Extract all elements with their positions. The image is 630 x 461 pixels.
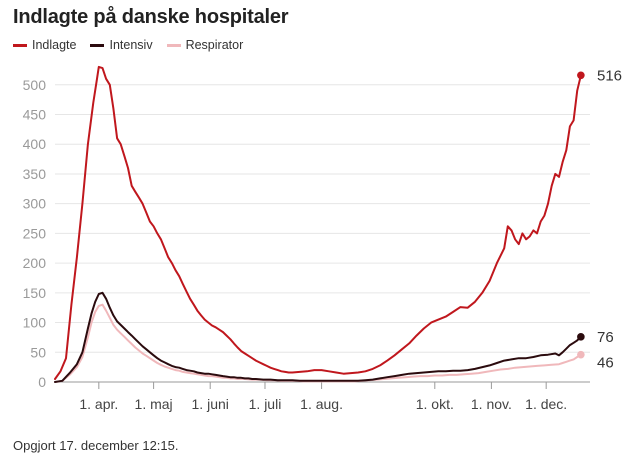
endpoint-label-intensiv: 76 (597, 329, 614, 346)
x-tick-label-0: 1. apr. (79, 396, 118, 412)
x-tick-label-7: 1. dec. (525, 396, 567, 412)
chart-title: Indlagte på danske hospitaler (13, 6, 289, 28)
legend-swatch-intensiv (90, 43, 105, 47)
legend-swatch-indlagte (13, 43, 27, 47)
legend-swatch-respirator (166, 43, 181, 47)
footnote: Opgjort 17. december 12:15. (13, 438, 179, 453)
y-tick-label-350: 350 (23, 166, 47, 182)
y-tick-label-200: 200 (23, 255, 47, 271)
endpoint-dot-intensiv (577, 333, 585, 341)
y-tick-label-50: 50 (30, 344, 46, 360)
line-chart: 0 50 100 150 200 250 300 350 400 450 500 1. apr. 1. … (23, 65, 622, 412)
endpoint-label-respirator: 46 (597, 355, 614, 372)
series-line-intensiv (54, 291, 582, 383)
y-tick-label-100: 100 (23, 315, 47, 331)
y-tick-label-150: 150 (23, 285, 47, 301)
y-tick-label-0: 0 (38, 374, 46, 390)
legend-label-respirator: Respirator (185, 38, 244, 52)
y-tick-label-400: 400 (23, 136, 47, 152)
y-tick-label-500: 500 (23, 77, 47, 93)
legend: Indlagte Intensiv Respirator (13, 38, 243, 52)
endpoint-dot-respirator (577, 350, 585, 359)
legend-item-intensiv: Intensiv (90, 38, 153, 52)
x-tick-label-6: 1. nov. (471, 396, 512, 412)
x-tick-label-5: 1. okt. (416, 396, 454, 412)
endpoint-label-indlagte: 516 (597, 67, 622, 84)
legend-item-respirator: Respirator (166, 38, 244, 52)
x-tick-label-4: 1. aug. (300, 396, 343, 412)
legend-label-intensiv: Intensiv (109, 38, 153, 52)
legend-label-indlagte: Indlagte (32, 38, 77, 52)
y-tick-label-450: 450 (23, 107, 47, 123)
x-tick-label-1: 1. maj (135, 396, 173, 412)
x-tick-label-2: 1. juni (192, 396, 229, 412)
legend-item-indlagte: Indlagte (13, 38, 76, 52)
series-line-indlagte (54, 65, 582, 380)
endpoint-dot-indlagte (577, 71, 585, 80)
y-tick-label-300: 300 (23, 196, 47, 212)
x-tick-label-3: 1. juli (249, 396, 282, 412)
y-tick-label-250: 250 (23, 225, 47, 241)
